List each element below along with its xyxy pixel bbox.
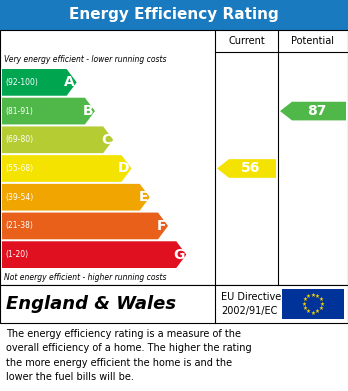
Text: D: D [118, 161, 129, 176]
Polygon shape [2, 155, 132, 182]
Text: ★: ★ [319, 301, 324, 307]
Polygon shape [2, 69, 77, 96]
Text: ★: ★ [315, 309, 320, 314]
Polygon shape [280, 102, 346, 120]
Text: (21-38): (21-38) [5, 221, 33, 230]
Text: (39-54): (39-54) [5, 193, 33, 202]
Text: ★: ★ [306, 294, 311, 299]
Polygon shape [2, 213, 168, 239]
Text: F: F [157, 219, 166, 233]
Text: Current: Current [228, 36, 265, 46]
Text: (1-20): (1-20) [5, 250, 28, 259]
Text: ★: ★ [310, 310, 315, 316]
Text: ★: ★ [318, 306, 323, 311]
Text: 2002/91/EC: 2002/91/EC [221, 306, 277, 316]
Text: ★: ★ [310, 292, 315, 298]
Text: (55-68): (55-68) [5, 164, 33, 173]
Bar [282, 289, 344, 319]
Text: 87: 87 [307, 104, 327, 118]
Text: ★: ★ [302, 301, 307, 307]
Text: The energy efficiency rating is a measure of the
overall efficiency of a home. T: The energy efficiency rating is a measur… [6, 329, 252, 382]
Polygon shape [217, 159, 276, 178]
Text: (69-80): (69-80) [5, 135, 33, 144]
Bar [0, 0, 348, 30]
Text: ★: ★ [315, 294, 320, 299]
Text: Potential: Potential [292, 36, 334, 46]
Text: A: A [64, 75, 75, 90]
Text: Not energy efficient - higher running costs: Not energy efficient - higher running co… [4, 273, 166, 282]
Text: Very energy efficient - lower running costs: Very energy efficient - lower running co… [4, 56, 166, 65]
Text: (92-100): (92-100) [5, 78, 38, 87]
Text: C: C [101, 133, 111, 147]
Text: England & Wales: England & Wales [6, 295, 176, 313]
Text: Energy Efficiency Rating: Energy Efficiency Rating [69, 7, 279, 23]
Text: G: G [173, 248, 184, 262]
Text: E: E [138, 190, 148, 204]
Bar [0, 285, 348, 323]
Polygon shape [2, 126, 113, 153]
Polygon shape [2, 98, 95, 124]
Text: ★: ★ [303, 306, 308, 311]
Text: B: B [82, 104, 93, 118]
Polygon shape [2, 184, 150, 211]
Text: ★: ★ [318, 297, 323, 302]
Text: 56: 56 [241, 161, 260, 176]
Text: (81-91): (81-91) [5, 107, 33, 116]
Polygon shape [2, 241, 186, 268]
Text: ★: ★ [303, 297, 308, 302]
Text: ★: ★ [306, 309, 311, 314]
Bar [0, 30, 348, 285]
Text: EU Directive: EU Directive [221, 292, 281, 302]
